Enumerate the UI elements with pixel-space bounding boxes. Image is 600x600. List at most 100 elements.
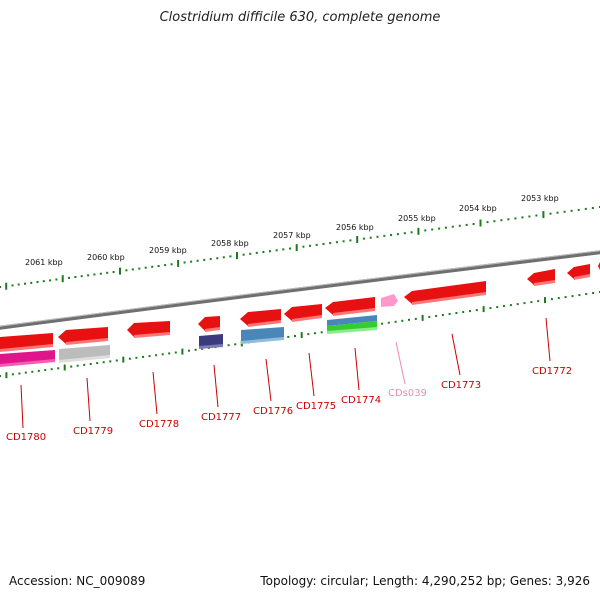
minor-tick <box>401 319 404 322</box>
minor-tick <box>216 257 219 260</box>
minor-tick <box>164 264 167 267</box>
gene-label-cd1778: CD1778 <box>139 419 179 430</box>
minor-tick <box>556 211 559 214</box>
minor-tick <box>503 305 505 308</box>
leader-lines <box>20 317 551 429</box>
major-tick <box>417 227 420 235</box>
minor-tick <box>408 318 410 321</box>
minor-tick <box>201 347 204 350</box>
minor-tick <box>451 225 454 228</box>
feature-steel-2 <box>327 315 377 326</box>
minor-tick <box>161 353 164 356</box>
minor-tick <box>489 307 492 310</box>
minor-tick <box>174 351 177 354</box>
feature-annotations <box>0 315 377 367</box>
minor-tick <box>209 258 212 261</box>
minor-tick <box>44 369 47 371</box>
kbp-label: 2059 kbp <box>149 246 187 255</box>
minor-tick <box>196 259 199 262</box>
minor-tick <box>131 268 134 271</box>
minor-tick <box>390 234 393 236</box>
minor-tick <box>472 223 475 225</box>
minor-tick <box>255 251 258 254</box>
minor-tick <box>537 300 540 303</box>
minor-tick <box>74 276 77 278</box>
minor-tick <box>203 258 206 261</box>
minor-tick <box>227 344 230 347</box>
minor-tick <box>188 349 190 352</box>
minor-tick <box>269 250 271 253</box>
minor-tick <box>496 306 499 309</box>
minor-tick <box>571 295 574 298</box>
minor-tick <box>329 242 332 245</box>
kbp-label: 2058 kbp <box>211 239 249 248</box>
minor-tick <box>112 271 115 273</box>
gene-label-cd1774: CD1774 <box>341 395 381 406</box>
minor-tick <box>309 244 311 247</box>
minor-tick <box>36 281 39 283</box>
major-tick <box>63 364 66 371</box>
major-tick <box>236 252 238 260</box>
minor-tick <box>577 208 580 211</box>
minor-tick <box>183 261 186 264</box>
minor-tick <box>275 249 278 252</box>
gene-label-cd1776: CD1776 <box>253 406 293 417</box>
genome-summary-text: Topology: circular; Length: 4,290,252 bp… <box>260 574 590 588</box>
minor-tick <box>455 312 458 314</box>
major-tick <box>421 314 424 321</box>
minor-tick <box>128 357 131 360</box>
kbp-label: 2054 kbp <box>459 204 497 213</box>
minor-tick <box>242 253 245 256</box>
minor-tick <box>17 283 20 286</box>
minor-tick <box>42 280 45 283</box>
minor-tick <box>591 207 594 209</box>
minor-tick <box>458 224 461 227</box>
minor-tick <box>369 236 372 239</box>
minor-tick <box>294 335 296 337</box>
minor-tick <box>516 303 519 306</box>
minor-tick <box>564 296 567 299</box>
minor-tick <box>249 252 252 255</box>
minor-tick <box>342 240 345 243</box>
minor-tick <box>87 274 90 277</box>
minor-tick <box>550 298 553 301</box>
minor-tick <box>441 314 444 316</box>
minor-tick <box>70 365 73 368</box>
major-tick <box>295 244 298 252</box>
minor-tick <box>68 276 70 279</box>
gene-label-cd1777: CD1777 <box>201 412 241 423</box>
minor-tick <box>142 355 144 358</box>
minor-tick <box>585 293 588 295</box>
minor-tick <box>287 335 290 338</box>
gene-label-cd1773: CD1773 <box>441 380 481 391</box>
minor-tick <box>414 317 417 320</box>
minor-tick <box>106 271 109 274</box>
minor-tick <box>93 273 96 276</box>
accession-text: Accession: NC_009089 <box>9 574 146 588</box>
minor-tick <box>322 243 325 245</box>
minor-tick <box>148 355 151 358</box>
minor-tick <box>493 220 496 223</box>
minor-tick <box>435 315 438 317</box>
major-tick <box>122 356 125 363</box>
minor-tick <box>30 281 33 284</box>
major-tick <box>542 211 545 219</box>
minor-tick <box>80 275 83 278</box>
minor-tick <box>592 292 595 294</box>
minor-tick <box>125 269 128 272</box>
outer-tick-ring <box>0 206 600 290</box>
minor-tick <box>11 284 14 287</box>
minor-tick <box>403 232 406 235</box>
minor-tick <box>362 237 365 240</box>
kbp-label: 2057 kbp <box>273 231 311 240</box>
minor-tick <box>387 321 390 324</box>
minor-tick <box>444 226 447 229</box>
minor-tick <box>549 212 552 215</box>
kbp-label: 2055 kbp <box>398 214 436 223</box>
major-tick <box>482 306 485 313</box>
minor-tick <box>315 243 318 246</box>
minor-tick <box>465 223 468 226</box>
minor-tick <box>89 363 92 365</box>
minor-tick <box>83 363 86 366</box>
